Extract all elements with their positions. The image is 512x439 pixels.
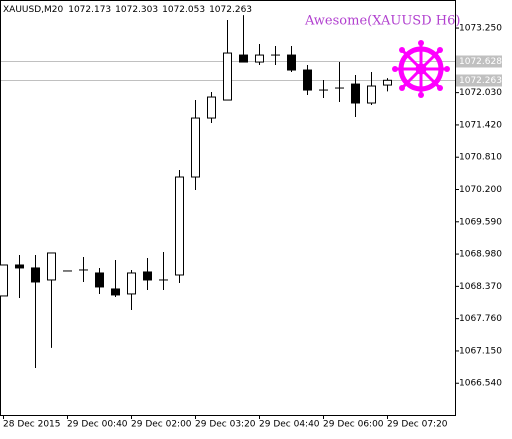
candle-body bbox=[144, 272, 152, 280]
x-tick-label: 29 Dec 03:20 bbox=[195, 420, 256, 430]
y-tick-label: 1067.150 bbox=[459, 346, 502, 356]
candle-body bbox=[0, 265, 8, 296]
candle-body bbox=[304, 70, 312, 90]
price-label: 1072.263 bbox=[459, 76, 502, 86]
close-value: 1072.263 bbox=[209, 5, 252, 15]
candle-body bbox=[240, 55, 248, 62]
candle-body bbox=[288, 55, 296, 70]
y-tick-label: 1068.370 bbox=[459, 282, 502, 292]
low-value: 1072.053 bbox=[162, 5, 205, 15]
x-tick-label: 29 Dec 06:00 bbox=[323, 420, 384, 430]
y-tick-label: 1071.420 bbox=[459, 120, 502, 130]
x-tick-label: 29 Dec 04:40 bbox=[259, 420, 320, 430]
candle-body bbox=[368, 86, 376, 103]
x-tick-label: 29 Dec 02:00 bbox=[131, 420, 192, 430]
x-tick-label: 29 Dec 07:20 bbox=[387, 420, 448, 430]
candle-body bbox=[176, 177, 184, 275]
chart-header: XAUUSD,M20 1072.173 1072.303 1072.053 1072.2… bbox=[3, 5, 252, 15]
candle-body bbox=[256, 55, 264, 62]
high-value: 1072.303 bbox=[115, 5, 158, 15]
candle-body bbox=[208, 97, 216, 118]
x-tick-label: 28 Dec 2015 bbox=[3, 420, 61, 430]
candle-body bbox=[128, 273, 136, 294]
candle-body bbox=[32, 268, 40, 282]
candle-body bbox=[352, 84, 360, 103]
y-tick-label: 1067.760 bbox=[459, 314, 502, 324]
indicator-label: Awesome(XAUUSD H6) bbox=[304, 14, 460, 29]
candle-body bbox=[192, 118, 200, 177]
price-label: 1072.628 bbox=[459, 57, 502, 67]
candle-body bbox=[112, 289, 120, 295]
candle-body bbox=[96, 273, 104, 287]
y-tick-label: 1069.590 bbox=[459, 217, 502, 227]
candle-body bbox=[224, 53, 232, 100]
y-tick-label: 1070.810 bbox=[459, 153, 502, 163]
y-tick-label: 1066.540 bbox=[459, 379, 502, 389]
y-tick-label: 1072.030 bbox=[459, 88, 502, 98]
y-tick-label: 1070.200 bbox=[459, 185, 502, 195]
y-tick-label: 1073.250 bbox=[459, 24, 502, 34]
candle-body bbox=[384, 80, 392, 85]
y-tick-label: 1068.980 bbox=[459, 250, 502, 260]
candle-body bbox=[16, 265, 24, 268]
candle-body bbox=[48, 253, 56, 280]
symbol: XAUUSD,M20 bbox=[3, 5, 63, 15]
x-tick-label: 29 Dec 00:40 bbox=[67, 420, 128, 430]
wheel-icon bbox=[392, 40, 450, 98]
open-value: 1072.173 bbox=[68, 5, 111, 15]
